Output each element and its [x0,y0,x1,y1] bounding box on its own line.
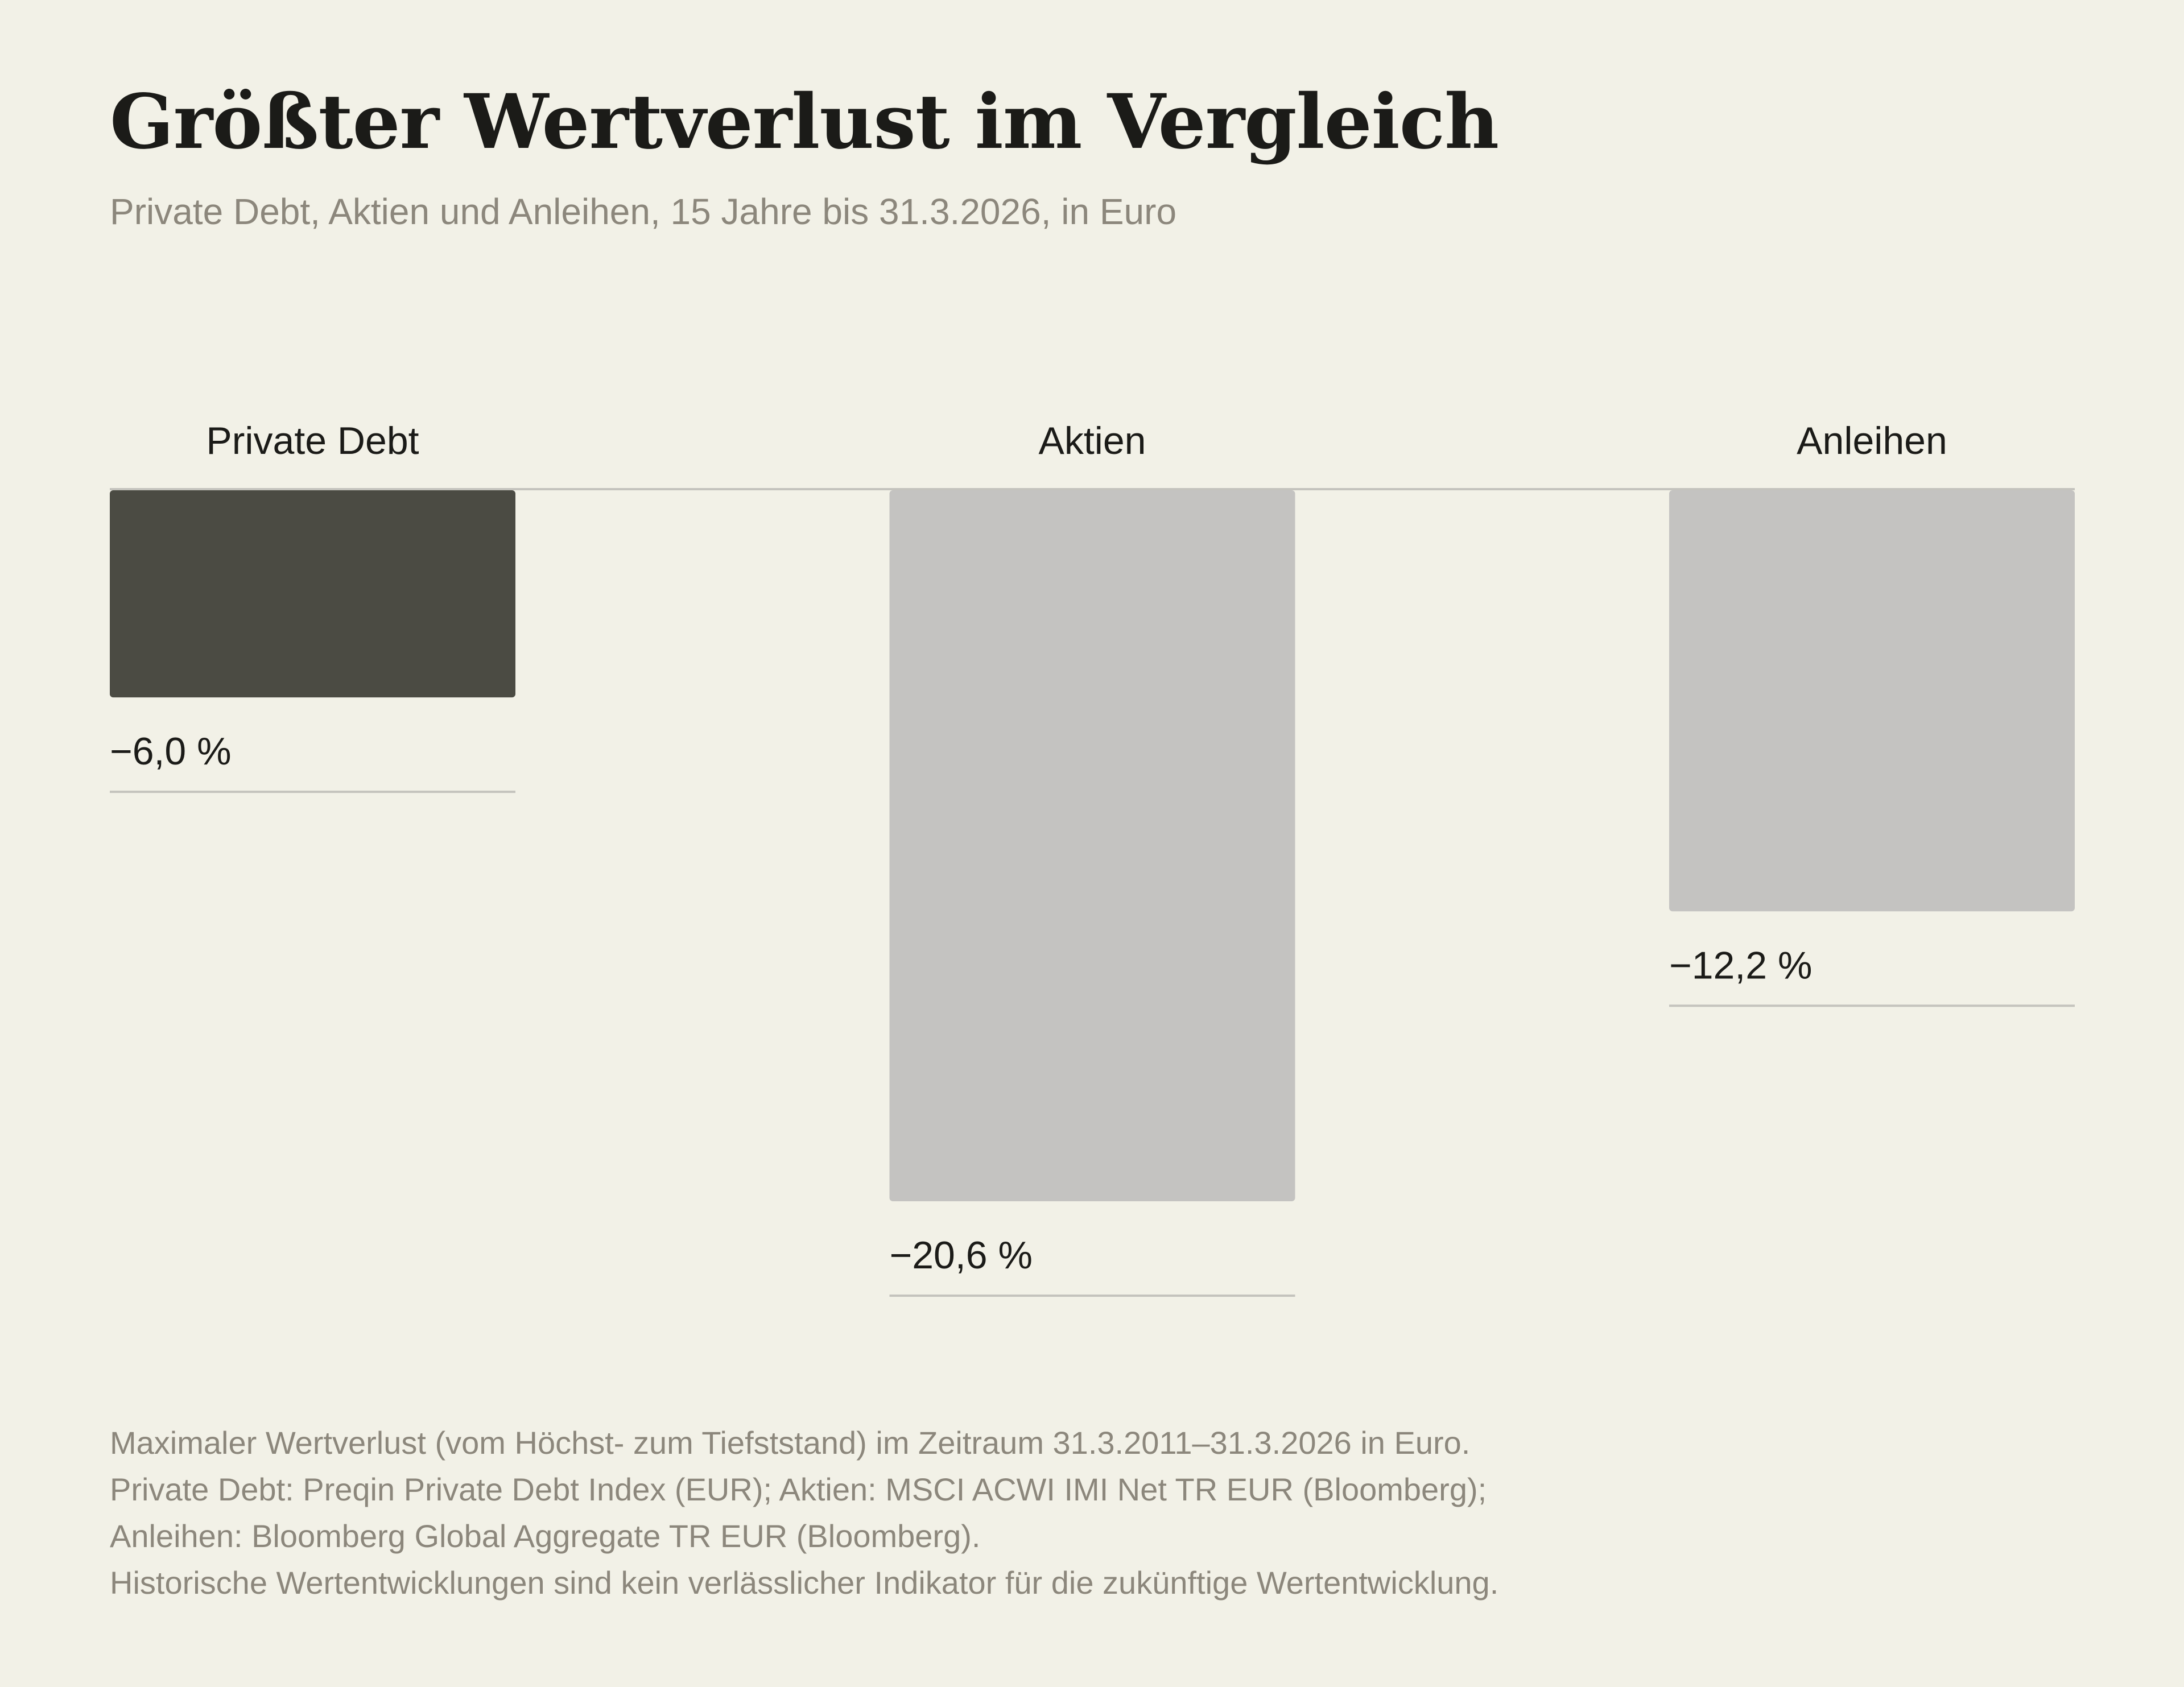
bar [889,490,1295,1201]
chart-subtitle: Private Debt, Aktien und Anleihen, 15 Ja… [110,191,1177,232]
footnotes: Maximaler Wertverlust (vom Höchst- zum T… [110,1420,1498,1606]
bar [110,490,515,698]
footnote-line: Historische Wertentwicklungen sind kein … [110,1565,1499,1601]
bar [1669,490,2075,912]
value-label: −6,0 % [110,730,232,773]
footnote-line: Maximaler Wertverlust (vom Höchst- zum T… [110,1425,1471,1461]
footnote-line: Private Debt: Preqin Private Debt Index … [110,1471,1487,1507]
footnote-line: Anleihen: Bloomberg Global Aggregate TR … [110,1518,981,1554]
value-label: −20,6 % [890,1234,1033,1277]
chart-title: Größter Wertverlust im Vergleich [110,78,1499,166]
category-label: Anleihen [1797,419,1947,462]
bar-chart: Private Debt −6,0 % Aktien −20,6 % Anleihen −… [110,419,2075,1297]
value-label: −12,2 % [1669,944,1812,987]
category-label: Aktien [1039,419,1146,462]
category-label: Private Debt [206,419,419,462]
